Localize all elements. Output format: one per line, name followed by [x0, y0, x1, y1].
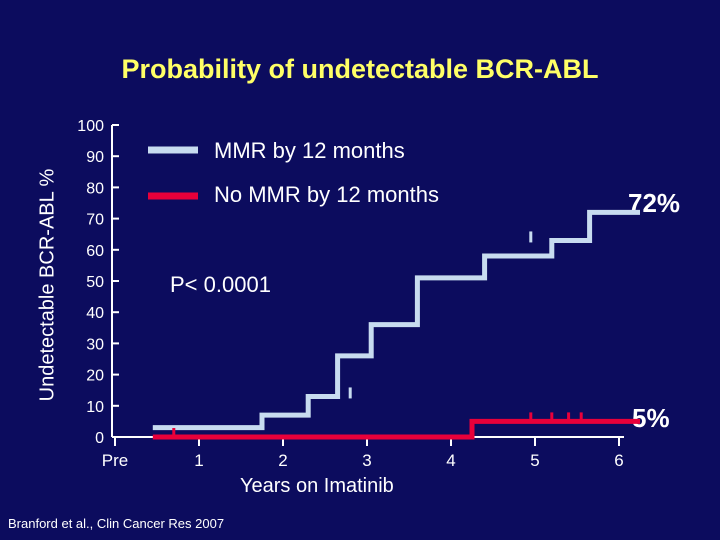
y-tick-label-90: 90 — [86, 149, 104, 166]
y-tick-label-50: 50 — [86, 274, 104, 291]
y-tick-label-40: 40 — [86, 305, 104, 322]
y-tick-label-30: 30 — [86, 336, 104, 353]
y-tick-label-10: 10 — [86, 399, 104, 416]
x-tick-label-1: 1 — [194, 451, 203, 470]
x-tick-label-2: 2 — [278, 451, 287, 470]
series-line-0 — [152, 209, 640, 431]
chart-title: Probability of undetectable BCR-ABL — [121, 54, 599, 84]
y-tick-label-100: 100 — [77, 118, 104, 135]
p-value-annotation: P< 0.0001 — [170, 272, 271, 297]
y-tick-label-20: 20 — [86, 368, 104, 385]
x-tick-label-6: 6 — [614, 451, 623, 470]
x-tick-label-3: 3 — [362, 451, 371, 470]
y-tick-label-0: 0 — [95, 430, 104, 447]
y-tick-label-80: 80 — [86, 180, 104, 197]
end-label-no-mmr: 5% — [632, 403, 670, 433]
legend-label-no-mmr: No MMR by 12 months — [214, 182, 439, 207]
y-tick-label-60: 60 — [86, 243, 104, 260]
x-tick-label-0: Pre — [102, 451, 128, 470]
x-tick-label-4: 4 — [446, 451, 455, 470]
x-tick-label-5: 5 — [530, 451, 539, 470]
legend-label-mmr: MMR by 12 months — [214, 138, 405, 163]
x-axis-label: Years on Imatinib — [240, 475, 394, 497]
series-line-1 — [152, 418, 640, 440]
y-tick-label-70: 70 — [86, 212, 104, 229]
citation: Branford et al., Clin Cancer Res 2007 — [8, 516, 225, 531]
